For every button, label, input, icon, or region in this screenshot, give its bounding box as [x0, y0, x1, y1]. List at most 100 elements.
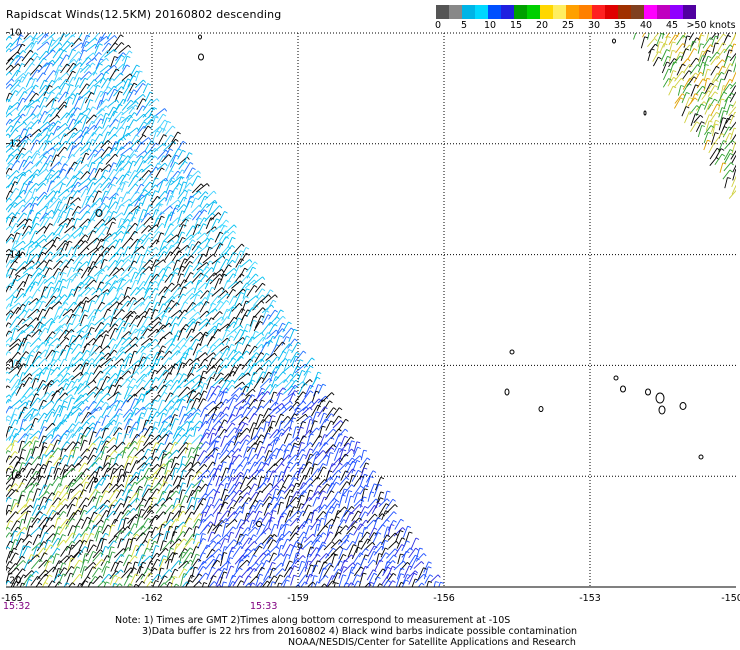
wind-barb [70, 37, 80, 48]
wind-barb [234, 381, 243, 389]
wind-barb [92, 63, 100, 76]
wind-barb-flag [267, 314, 272, 317]
wind-barb-flag [198, 279, 203, 282]
wind-barb-flag [295, 426, 300, 429]
wind-barb [91, 436, 101, 445]
wind-barb-flag [121, 167, 125, 171]
wind-barb [79, 141, 90, 152]
wind-barb [319, 434, 325, 447]
wind-barb [134, 325, 145, 334]
wind-barb [15, 383, 23, 396]
wind-barb [211, 447, 217, 458]
wind-barb [132, 398, 142, 410]
wind-barb [149, 239, 157, 249]
wind-barb-flag [221, 287, 225, 291]
wind-barb [240, 259, 250, 268]
wind-barb-flag [253, 319, 257, 322]
wind-barb-flag [107, 131, 111, 134]
wind-barb-flag [262, 294, 266, 298]
wind-barb [233, 328, 241, 341]
wind-barb-flag [66, 429, 70, 433]
wind-barb [35, 295, 44, 305]
wind-barb [711, 123, 716, 137]
wind-barb [684, 111, 690, 124]
wind-barb [217, 365, 226, 374]
wind-barb-flag [133, 427, 137, 430]
wind-barb-flag [200, 301, 204, 305]
wind-barb [95, 272, 101, 283]
wind-barb [58, 82, 66, 95]
wind-barb [157, 399, 163, 412]
wind-barb-flag [134, 384, 139, 388]
wind-barb-flag [701, 121, 705, 124]
wind-barb [6, 212, 13, 220]
wind-barb [122, 125, 128, 138]
wind-barb-flag [74, 161, 78, 165]
wind-barb [136, 417, 141, 431]
wind-barb [353, 441, 358, 454]
wind-barb-flag [175, 154, 180, 158]
wind-barb [142, 387, 153, 397]
wind-barb-flag [120, 246, 124, 250]
wind-barb [41, 400, 52, 410]
wind-barb-flag [143, 325, 147, 329]
wind-barb [123, 203, 130, 216]
wind-barb-flag [255, 330, 259, 334]
wind-barb-flag [6, 343, 11, 346]
wind-barb-flag [156, 301, 161, 305]
wind-barb-flag [133, 324, 137, 327]
wind-barb-flag [692, 40, 697, 43]
wind-barb-flag [14, 202, 18, 205]
wind-barb [59, 475, 64, 488]
wind-barb [72, 301, 82, 313]
wind-barb-flag [171, 343, 175, 346]
wind-barb [136, 98, 144, 110]
wind-barb-flag [344, 435, 349, 439]
wind-barb [21, 169, 30, 177]
wind-barb-flag [43, 226, 47, 230]
wind-barb [226, 304, 235, 313]
wind-barb-flag [176, 234, 180, 238]
wind-barb [7, 148, 18, 157]
wind-barb [29, 105, 38, 117]
wind-barb-flag [35, 377, 39, 381]
wind-barb [45, 422, 53, 432]
wind-barb [196, 364, 206, 373]
wind-barb-flag [121, 358, 125, 362]
wind-barb-flag [12, 142, 16, 146]
wind-barb-flag [164, 481, 168, 484]
wind-barb-flag [34, 37, 39, 41]
wind-barb-flag [49, 307, 54, 310]
wind-barb-flag [667, 55, 671, 59]
wind-barb [309, 398, 320, 409]
wind-barb [155, 203, 161, 215]
wind-barb [268, 309, 276, 320]
wind-barb [241, 358, 251, 370]
wind-barb [280, 454, 290, 464]
wind-barb-flag [161, 167, 165, 171]
wind-barb-flag [709, 114, 713, 117]
wind-barb-flag [19, 34, 24, 37]
wind-barb-flag [282, 387, 287, 391]
wind-barb-flag [24, 433, 29, 437]
wind-barb [65, 386, 77, 395]
wind-barb [66, 279, 71, 290]
wind-barb [138, 209, 144, 223]
wind-barb-flag [274, 294, 278, 298]
wind-barb-flag [302, 454, 307, 457]
wind-barb [80, 331, 90, 340]
wind-barb-flag [34, 77, 39, 81]
wind-barb-flag [164, 108, 168, 112]
wind-barb-flag [233, 295, 238, 299]
wind-barb-flag [247, 434, 251, 438]
colorbar-swatch [566, 5, 580, 19]
wind-barb-flag [57, 366, 61, 370]
wind-barb-flag [213, 413, 217, 417]
wind-barb [91, 126, 100, 137]
wind-barb-flag [253, 356, 258, 359]
wind-barb [719, 110, 724, 124]
wind-barb [94, 322, 102, 332]
wind-barb-flag [246, 350, 250, 354]
wind-barb-flag [30, 413, 34, 417]
wind-barb-flag [43, 445, 48, 449]
